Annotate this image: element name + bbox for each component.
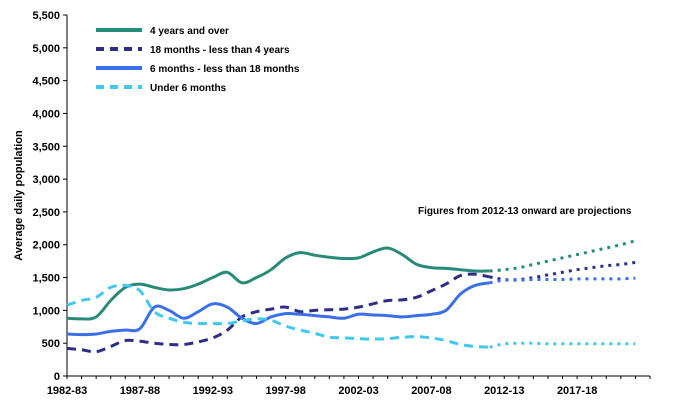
legend-label: 18 months - less than 4 years — [150, 45, 290, 56]
y-tick-label: 2,500 — [32, 207, 60, 219]
series-projection-1 — [489, 239, 636, 273]
y-tick-label: 4,500 — [32, 76, 60, 88]
x-tick-label: 2007-08 — [411, 385, 451, 397]
y-tick-label: 3,000 — [32, 174, 60, 186]
legend-label: 4 years and over — [150, 26, 229, 37]
series-line-4 — [66, 283, 490, 349]
projection-annotation: Figures from 2012-13 onward are projecti… — [418, 206, 632, 217]
y-tick-label: 3,500 — [32, 141, 60, 153]
x-tick-label: 1997-98 — [265, 385, 305, 397]
legend-label: Under 6 months — [150, 83, 227, 94]
y-tick-label: 0 — [54, 371, 60, 383]
series-line-2 — [66, 272, 490, 354]
x-axis-ticks: 1982-83 1987-88 1992-93 1997-98 2002-03 2007-… — [47, 376, 651, 397]
series-line-1 — [66, 246, 490, 321]
series-line-3 — [66, 281, 490, 337]
y-axis-label: Average daily population — [13, 130, 25, 261]
x-tick-label: 2017-18 — [557, 385, 597, 397]
y-tick-label: 500 — [42, 338, 60, 350]
y-tick-label: 1,000 — [32, 305, 60, 317]
y-tick-label: 2,000 — [32, 240, 60, 252]
y-tick-label: 5,000 — [32, 43, 60, 55]
y-tick-label: 4,000 — [32, 108, 60, 120]
series-projection-3 — [489, 276, 636, 285]
x-tick-label: 1987-88 — [120, 385, 160, 397]
y-tick-label: 1,500 — [32, 273, 60, 285]
x-tick-label: 1982-83 — [47, 385, 87, 397]
legend-label: 6 months - less than 18 months — [150, 64, 300, 75]
x-tick-label: 2012-13 — [484, 385, 524, 397]
x-tick-label: 2002-03 — [338, 385, 378, 397]
legend: 4 years and over 18 months - less than 4 … — [96, 26, 300, 94]
series-lines — [66, 239, 636, 354]
x-tick-label: 1992-93 — [193, 385, 233, 397]
series-projection-2 — [489, 260, 636, 282]
y-tick-label: 5,500 — [32, 10, 60, 22]
y-axis-ticks: 0 500 1,000 1,500 2,000 2,500 3,000 3,500 4,000 4… — [32, 10, 67, 383]
series-projection-4 — [489, 341, 636, 349]
